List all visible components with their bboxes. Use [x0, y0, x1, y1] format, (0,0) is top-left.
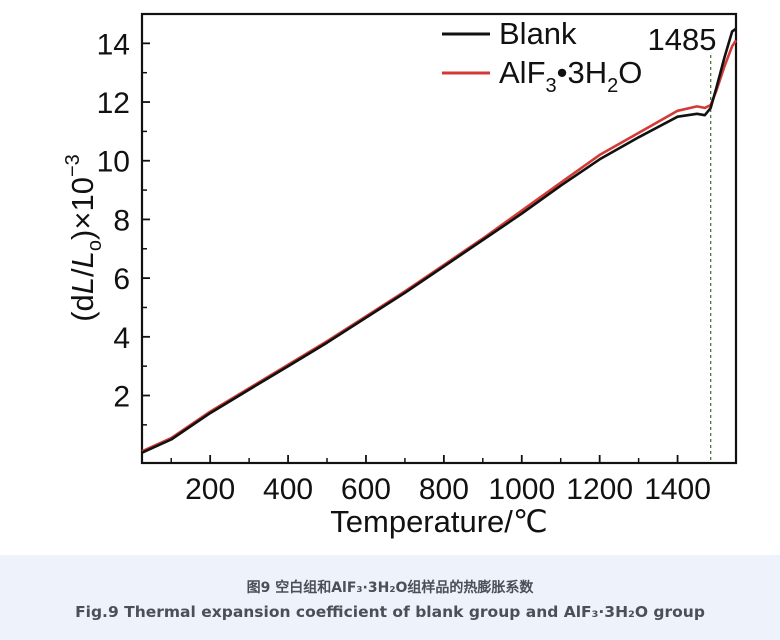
- y-axis-title: (dL/Lo)×10−3: [62, 154, 106, 322]
- x-tick-label: 600: [341, 473, 391, 506]
- y-tick-label: 8: [113, 204, 130, 237]
- caption-english: Fig.9 Thermal expansion coefficient of b…: [75, 603, 705, 621]
- plot-frame: [140, 12, 738, 465]
- x-tick-label: 1200: [566, 473, 633, 506]
- chart-figure: 200 400 600 800 1000 1200 1400 2 4 6 8 10 12 14 Temper…: [62, 12, 738, 539]
- figure-caption: 图9 空白组和AlF₃·3H₂O组样品的热膨胀系数 Fig.9 Thermal …: [0, 555, 780, 640]
- series-line-alf3: [141, 39, 738, 453]
- thermal-expansion-chart: 200 400 600 800 1000 1200 1400 2 4 6 8 10 12 14 Temper…: [62, 12, 738, 539]
- y-tick-label: 12: [97, 87, 130, 120]
- caption-chinese: 图9 空白组和AlF₃·3H₂O组样品的热膨胀系数: [246, 580, 534, 596]
- legend-label-blank: Blank: [499, 16, 577, 51]
- y-tick-label: 4: [113, 322, 130, 355]
- x-tick-label: 400: [263, 473, 313, 506]
- y-tick-label: 10: [97, 146, 130, 179]
- x-tick-label: 1400: [644, 473, 711, 506]
- legend-label-alf3: AlF3•3H2O: [499, 55, 642, 97]
- plot-area: 200 400 600 800 1000 1200 1400 2 4 6 8 10 12 14 Temper…: [62, 12, 738, 539]
- x-tick-label: 800: [419, 473, 469, 506]
- y-tick-label: 14: [97, 28, 130, 61]
- y-tick-label: 6: [113, 263, 130, 296]
- series-line-blank: [141, 27, 737, 454]
- x-tick-label: 1000: [488, 473, 555, 506]
- x-tick-label: 200: [185, 473, 235, 506]
- y-tick-label: 2: [113, 381, 130, 414]
- annotation-label: 1485: [648, 22, 717, 57]
- x-axis-title: Temperature/℃: [330, 504, 547, 539]
